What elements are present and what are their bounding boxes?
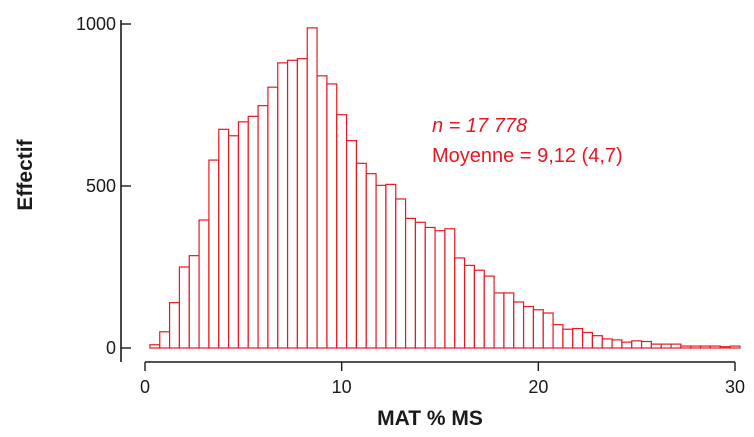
- histogram-bar: [257, 105, 269, 349]
- histogram-bar: [267, 86, 279, 349]
- histogram-bar: [532, 309, 544, 349]
- histogram-bar: [296, 58, 308, 349]
- x-tick-label: 30: [725, 377, 745, 397]
- histogram-bar: [729, 345, 741, 349]
- histogram-bar: [316, 75, 328, 349]
- histogram-bar: [621, 341, 633, 349]
- histogram-bar: [395, 198, 407, 349]
- histogram-bars: [149, 27, 741, 349]
- histogram-bar: [473, 269, 485, 349]
- histogram-bar: [434, 230, 446, 349]
- histogram-bar: [631, 340, 643, 349]
- histogram-bar: [198, 219, 210, 349]
- histogram-bar: [178, 266, 190, 349]
- x-tick-label: 20: [528, 377, 548, 397]
- x-axis-title: MAT % MS: [377, 407, 483, 430]
- histogram-bar: [463, 264, 476, 349]
- histogram-bar: [336, 114, 348, 349]
- histogram-bar: [650, 343, 662, 349]
- histogram-bar: [640, 340, 653, 349]
- histogram-bar: [581, 331, 594, 349]
- histogram-bar: [670, 343, 682, 349]
- y-tick-label: 1000: [76, 14, 116, 34]
- histogram-bar: [277, 62, 289, 349]
- histogram-bar: [660, 343, 672, 349]
- histogram-bar: [493, 292, 505, 349]
- x-tick-label: 0: [140, 377, 150, 397]
- histogram-bar: [306, 27, 318, 349]
- histogram-bar: [513, 301, 525, 349]
- histogram-bar: [355, 162, 367, 349]
- annotation-n: n = 17 778: [432, 115, 527, 137]
- histogram-bar: [444, 228, 456, 349]
- histogram-bar: [719, 346, 731, 349]
- x-tick-label: 10: [332, 377, 352, 397]
- histogram-bar: [552, 324, 564, 349]
- x-axis-ticks: 0 10 20 30: [140, 362, 745, 397]
- histogram-bar: [159, 331, 171, 349]
- histogram-bar: [286, 59, 299, 349]
- histogram-bar: [365, 173, 377, 349]
- histogram-bar: [572, 327, 584, 349]
- histogram-bar: [247, 115, 259, 349]
- histogram-bar: [424, 226, 436, 349]
- histogram-bar: [168, 302, 181, 349]
- histogram-bar: [601, 338, 613, 349]
- histogram-bar: [188, 255, 200, 349]
- y-tick-label: 500: [86, 176, 116, 196]
- histogram-bar: [385, 183, 397, 349]
- histogram-bar: [218, 128, 230, 349]
- histogram-bar: [522, 305, 535, 349]
- annotation-mean: Moyenne = 9,12 (4,7): [432, 145, 623, 167]
- histogram-bar: [542, 312, 554, 349]
- histogram-bar: [345, 140, 358, 349]
- y-axis-ticks: 0 500 1000: [76, 14, 131, 358]
- histogram-bar: [709, 345, 721, 349]
- histogram-bar: [227, 135, 240, 349]
- y-axis-title: Effectif: [14, 138, 37, 210]
- y-tick-label: 0: [106, 338, 116, 358]
- histogram-bar: [326, 83, 338, 349]
- histogram-bar: [680, 345, 692, 349]
- histogram-bar: [375, 184, 387, 349]
- histogram-bar: [690, 345, 702, 349]
- histogram-bar: [503, 292, 515, 349]
- histogram-bar: [208, 159, 220, 349]
- histogram-bar: [699, 345, 712, 349]
- histogram-bar: [611, 339, 623, 349]
- histogram-bar: [149, 344, 161, 349]
- histogram-bar: [454, 257, 466, 349]
- histogram-bar: [237, 121, 249, 349]
- histogram-bar: [591, 335, 603, 349]
- histogram-bar: [562, 328, 574, 349]
- histogram-bar: [404, 217, 417, 349]
- histogram-bar: [414, 221, 426, 349]
- histogram-bar: [483, 275, 495, 349]
